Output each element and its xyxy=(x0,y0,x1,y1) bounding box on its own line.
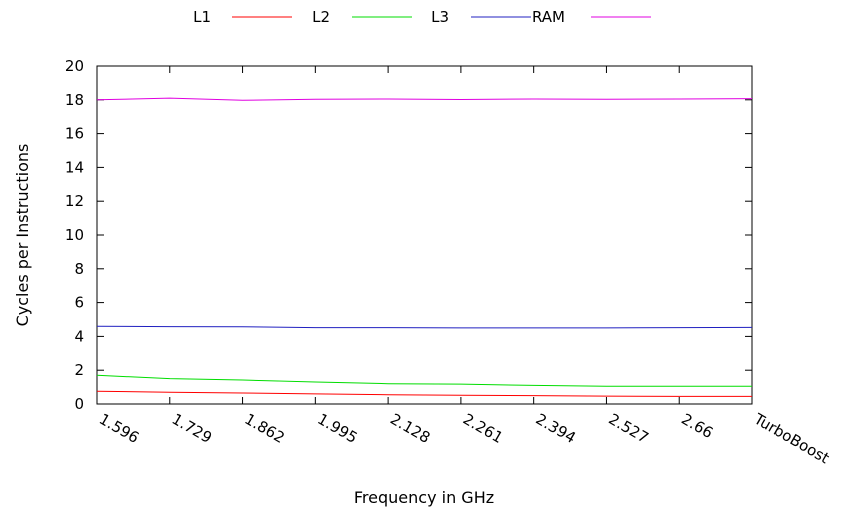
x-tick-label: 1.729 xyxy=(169,410,215,447)
x-tick-label: TurboBoost xyxy=(750,409,832,467)
x-tick-label: 2.66 xyxy=(678,410,716,442)
x-tick-label: 1.862 xyxy=(242,410,288,447)
y-tick-label: 2 xyxy=(74,361,84,379)
series-line-l1 xyxy=(96,390,752,397)
x-tick-label: 1.596 xyxy=(96,410,142,447)
legend: L1 L2 L3 RAM xyxy=(193,8,651,26)
x-axis-label: Frequency in GHz xyxy=(354,488,494,507)
series-line-l2 xyxy=(96,374,752,387)
x-tick-label: 2.261 xyxy=(460,410,506,447)
legend-label-l1: L1 xyxy=(193,8,211,26)
y-tick-label: 6 xyxy=(74,294,84,312)
x-tick-label: 2.128 xyxy=(387,410,433,447)
legend-label-l3: L3 xyxy=(431,8,449,26)
y-tick-label: 8 xyxy=(74,260,84,278)
y-tick-label: 18 xyxy=(65,91,84,109)
series-layer xyxy=(96,97,753,397)
series-line-l3 xyxy=(96,325,753,329)
x-axis: 1.596 1.729 1.862 1.995 2.128 2.261 2.394 2.527… xyxy=(96,66,833,467)
y-tick-label: 4 xyxy=(74,327,84,345)
legend-label-l2: L2 xyxy=(312,8,330,26)
y-tick-label: 14 xyxy=(65,158,84,176)
legend-label-ram: RAM xyxy=(532,8,565,26)
y-axis-label: Cycles per Instructions xyxy=(13,144,32,327)
x-tick-label: 2.394 xyxy=(533,410,579,447)
y-axis: 0 2 4 6 8 10 12 14 16 18 20 xyxy=(65,57,752,413)
x-tick-label: 2.527 xyxy=(605,410,651,447)
x-tick-label: 1.995 xyxy=(314,410,360,447)
y-tick-label: 16 xyxy=(65,125,84,143)
y-tick-label: 0 xyxy=(74,395,84,413)
series-line-ram xyxy=(96,97,753,101)
plot-frame xyxy=(96,65,753,405)
y-tick-label: 10 xyxy=(65,226,84,244)
y-tick-label: 12 xyxy=(65,192,84,210)
y-tick-label: 20 xyxy=(65,57,84,75)
plot-area xyxy=(96,65,753,405)
